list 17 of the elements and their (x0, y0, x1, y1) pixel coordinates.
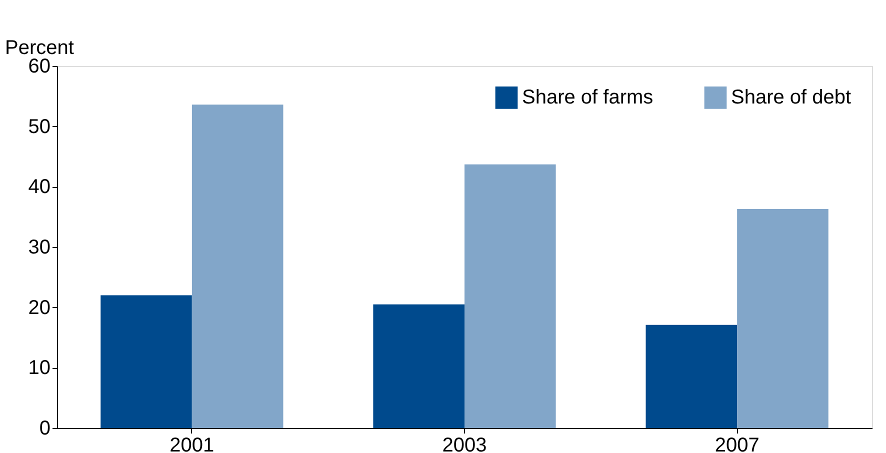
bar (737, 208, 828, 428)
bar (464, 164, 556, 428)
x-tick-label: 2003 (442, 434, 487, 453)
bar (373, 304, 464, 428)
x-tick-label: 2001 (170, 434, 214, 453)
y-tick-label: 50 (28, 116, 50, 138)
y-tick-label: 30 (28, 236, 50, 258)
legend-label: Share of farms (522, 86, 654, 109)
bar (100, 295, 192, 428)
y-tick-label: 40 (28, 176, 50, 198)
bar (192, 104, 284, 428)
legend-label: Share of debt (731, 86, 852, 109)
y-tick-label: 20 (28, 296, 50, 319)
y-tick-label: 0 (39, 418, 50, 440)
bar (646, 324, 738, 428)
x-tick-label: 2007 (714, 434, 760, 453)
y-tick-label: 10 (28, 357, 50, 380)
